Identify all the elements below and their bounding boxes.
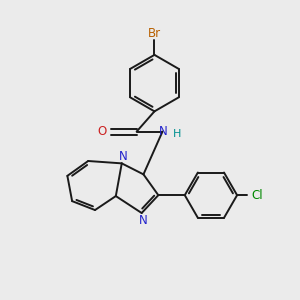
Text: Cl: Cl <box>251 189 263 202</box>
Text: N: N <box>119 150 128 163</box>
Text: N: N <box>158 125 167 138</box>
Text: N: N <box>139 214 148 227</box>
Text: Br: Br <box>148 27 161 40</box>
Text: H: H <box>172 129 181 139</box>
Text: O: O <box>98 125 107 138</box>
